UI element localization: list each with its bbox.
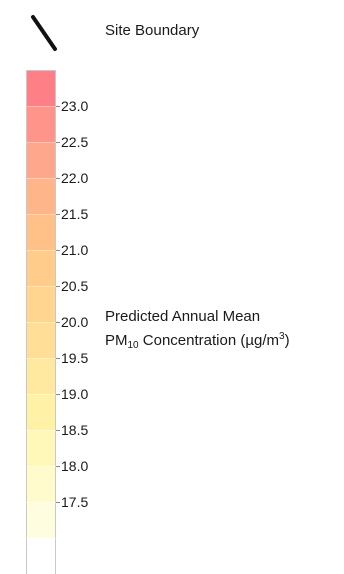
colorbar-tick: [56, 250, 60, 251]
colorbar-bin: [26, 538, 56, 574]
colorbar-tick: [56, 358, 60, 359]
colorbar-tick: [56, 106, 60, 107]
legend-title-middle: Concentration (µg/m: [138, 332, 279, 349]
colorbar-tick-label: 20.5: [61, 278, 89, 294]
colorbar-bin: [26, 178, 56, 214]
colorbar-bin: [26, 286, 56, 322]
legend-title-line2: PM10 Concentration (µg/m3): [105, 327, 290, 356]
colorbar-tick-label: 19.0: [61, 386, 89, 402]
colorbar-tick: [56, 214, 60, 215]
colorbar-tick-label: 19.5: [61, 350, 89, 366]
colorbar-tick-label: 22.0: [61, 170, 89, 186]
legend-title-prefix: PM: [105, 332, 128, 349]
colorbar-tick: [56, 502, 60, 503]
colorbar-bin: [26, 250, 56, 286]
colorbar-tick: [56, 466, 60, 467]
site-boundary-line-icon: [31, 15, 57, 51]
colorbar-bin: [26, 466, 56, 502]
colorbar-tick: [56, 430, 60, 431]
legend-title-line1: Predicted Annual Mean: [105, 308, 261, 325]
colorbar-tick-label: 17.5: [61, 494, 89, 510]
colorbar-tick: [56, 286, 60, 287]
colorbar-bin: [26, 106, 56, 142]
colorbar-tick-label: 18.0: [61, 458, 89, 474]
colorbar-bin: [26, 214, 56, 250]
colorbar-bin: [26, 70, 56, 106]
colorbar-tick-label: 21.5: [61, 206, 89, 222]
legend-title-subscript: 10: [127, 340, 139, 351]
colorbar-bin: [26, 142, 56, 178]
colorbar-bin: [26, 322, 56, 358]
colorbar-tick-label: 23.0: [61, 98, 89, 114]
colorbar-tick-label: 20.0: [61, 314, 89, 330]
colorbar-bin: [26, 430, 56, 466]
colorbar-tick: [56, 394, 60, 395]
legend-title-suffix: ): [284, 332, 290, 349]
colorbar-tick-label: 18.5: [61, 422, 89, 438]
colorbar-bin: [26, 358, 56, 394]
concentration-colorbar: 23.0 22.5 22.0 21.5 21.0 20.5 20.0 19.5 19.0 18.5…: [26, 70, 88, 574]
site-boundary-row: Site Boundary: [0, 0, 344, 60]
colorbar-tick: [56, 178, 60, 179]
colorbar-tick-label: 21.0: [61, 242, 89, 258]
colorbar-tick-label: 22.5: [61, 134, 89, 150]
colorbar-bin: [26, 502, 56, 538]
legend-title-superscript: 3: [279, 331, 285, 342]
legend-title: Predicted Annual Mean PM10 Concentration…: [105, 307, 290, 356]
colorbar-tick: [56, 142, 60, 143]
colorbar-tick: [56, 322, 60, 323]
colorbar-bin: [26, 394, 56, 430]
site-boundary-label: Site Boundary: [105, 22, 200, 39]
